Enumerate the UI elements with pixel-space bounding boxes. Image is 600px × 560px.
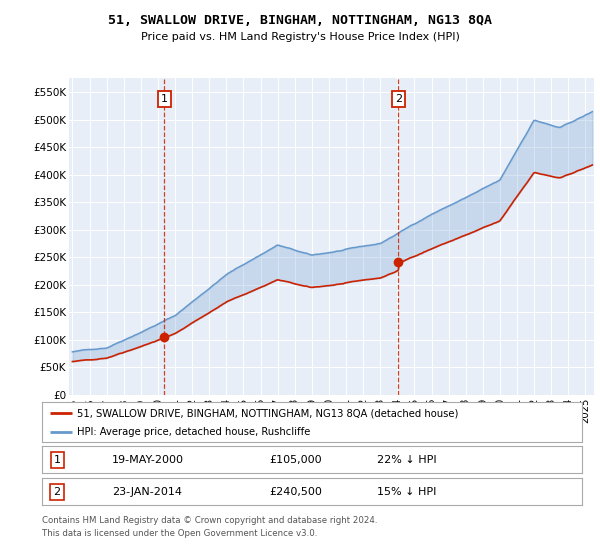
Text: 51, SWALLOW DRIVE, BINGHAM, NOTTINGHAM, NG13 8QA: 51, SWALLOW DRIVE, BINGHAM, NOTTINGHAM, … [108,14,492,27]
Text: 51, SWALLOW DRIVE, BINGHAM, NOTTINGHAM, NG13 8QA (detached house): 51, SWALLOW DRIVE, BINGHAM, NOTTINGHAM, … [77,408,458,418]
Text: 19-MAY-2000: 19-MAY-2000 [112,455,184,465]
Text: 1: 1 [53,455,61,465]
Text: 15% ↓ HPI: 15% ↓ HPI [377,487,436,497]
Text: Contains HM Land Registry data © Crown copyright and database right 2024.: Contains HM Land Registry data © Crown c… [42,516,377,525]
Text: £240,500: £240,500 [269,487,322,497]
Text: HPI: Average price, detached house, Rushcliffe: HPI: Average price, detached house, Rush… [77,427,310,437]
Text: 2: 2 [395,94,402,104]
Text: 1: 1 [161,94,168,104]
Text: £105,000: £105,000 [269,455,322,465]
Text: 22% ↓ HPI: 22% ↓ HPI [377,455,436,465]
Text: 2: 2 [53,487,61,497]
Text: This data is licensed under the Open Government Licence v3.0.: This data is licensed under the Open Gov… [42,529,317,538]
Text: Price paid vs. HM Land Registry's House Price Index (HPI): Price paid vs. HM Land Registry's House … [140,32,460,43]
Text: 23-JAN-2014: 23-JAN-2014 [112,487,182,497]
